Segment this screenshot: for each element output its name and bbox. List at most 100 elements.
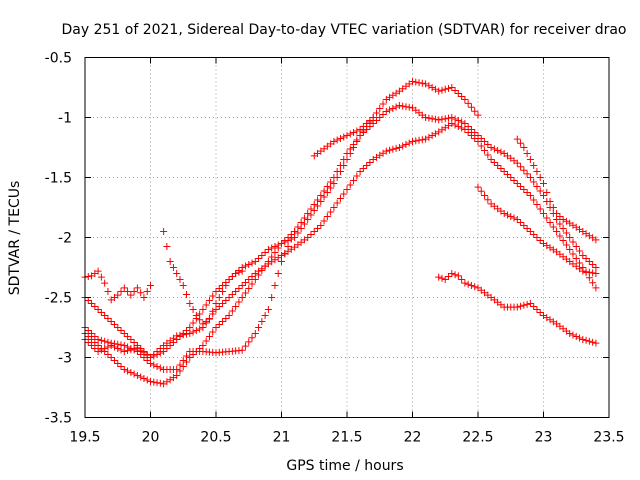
data-point-interp xyxy=(196,325,204,333)
data-point-interp xyxy=(451,271,459,279)
data-point-interp xyxy=(490,159,498,166)
data-point-interp xyxy=(546,219,554,226)
data-point xyxy=(592,284,600,292)
data-point-interp xyxy=(536,237,544,244)
data-point-interp xyxy=(110,321,118,328)
data-point-interp xyxy=(481,138,489,145)
data-point-interp xyxy=(520,166,528,174)
data-point xyxy=(330,204,338,211)
data-point xyxy=(540,180,547,187)
data-point-interp xyxy=(274,270,282,277)
data-point-interp xyxy=(425,82,433,90)
data-point-interp xyxy=(418,136,426,144)
data-point-interp xyxy=(91,303,99,310)
data-point-interp xyxy=(189,306,197,313)
data-point-interp xyxy=(441,85,449,93)
data-point-interp xyxy=(589,338,597,346)
data-point-interp xyxy=(467,132,475,139)
data-point-interp xyxy=(350,129,358,136)
data-point-interp xyxy=(389,105,397,112)
data-point xyxy=(291,234,299,241)
data-point-interp xyxy=(300,220,308,228)
data-point xyxy=(592,236,600,244)
y-tick-label: -2 xyxy=(58,231,72,247)
data-point-interp xyxy=(327,178,335,186)
data-point xyxy=(559,216,567,223)
data-point xyxy=(441,276,449,283)
data-point-interp xyxy=(310,207,318,214)
data-point xyxy=(487,144,495,151)
data-point-interp xyxy=(192,327,200,334)
data-point-interp xyxy=(232,303,240,310)
data-point-interp xyxy=(130,339,138,346)
data-point xyxy=(107,339,115,347)
data-point-interp xyxy=(287,235,295,243)
data-point-interp xyxy=(205,297,213,304)
data-point xyxy=(107,354,115,361)
data-point-interp xyxy=(517,163,525,171)
data-point-interp xyxy=(582,255,590,262)
data-point-interp xyxy=(445,273,453,280)
data-point-interp xyxy=(271,249,279,256)
data-point xyxy=(147,282,154,289)
data-point-interp xyxy=(333,136,341,144)
data-point-interp xyxy=(477,187,485,195)
data-point-interp xyxy=(481,147,489,154)
data-point-interp xyxy=(248,259,256,267)
data-point xyxy=(205,315,213,323)
data-point xyxy=(474,132,482,139)
data-point-interp xyxy=(559,237,567,244)
data-point-interp xyxy=(97,346,105,354)
data-point-interp xyxy=(520,222,528,229)
data-point-interp xyxy=(320,193,328,201)
data-point-interp xyxy=(235,298,243,306)
data-point xyxy=(199,342,207,349)
data-point-interp xyxy=(124,343,132,351)
data-point-interp xyxy=(490,145,498,153)
data-point-interp xyxy=(104,288,112,295)
data-point xyxy=(238,267,246,275)
data-point-interp xyxy=(196,316,204,324)
data-point-interp xyxy=(284,234,292,241)
data-point-interp xyxy=(359,165,367,172)
data-point-interp xyxy=(314,225,322,232)
data-point xyxy=(212,288,220,295)
data-point-interp xyxy=(507,174,515,181)
data-point xyxy=(251,330,259,337)
data-point-interp xyxy=(458,93,466,100)
data-point-interp xyxy=(569,250,577,258)
data-point-interp xyxy=(183,352,191,360)
data-point-interp xyxy=(523,225,531,232)
data-point-interp xyxy=(215,321,223,328)
data-point-interp xyxy=(333,199,341,207)
data-point-interp xyxy=(310,201,318,208)
data-point-interp xyxy=(428,115,436,123)
data-point-interp xyxy=(248,273,256,280)
data-point-interp xyxy=(114,324,122,331)
data-point xyxy=(422,114,430,121)
data-point-interp xyxy=(445,114,453,122)
data-point xyxy=(409,78,416,85)
data-point-interp xyxy=(484,151,492,159)
data-point-interp xyxy=(415,136,423,144)
data-point-interp xyxy=(530,162,538,169)
data-point-interp xyxy=(150,378,158,386)
data-point-interp xyxy=(323,183,331,190)
data-point xyxy=(120,284,128,292)
data-point-interp xyxy=(517,183,525,190)
data-point-interp xyxy=(428,132,436,139)
data-point xyxy=(395,144,403,151)
data-point-interp xyxy=(104,338,112,346)
data-point xyxy=(474,111,482,119)
data-point xyxy=(513,159,521,167)
data-point-interp xyxy=(137,351,145,358)
data-point-interp xyxy=(84,297,92,304)
data-point xyxy=(461,120,469,127)
data-point-interp xyxy=(350,177,358,184)
data-point xyxy=(225,294,233,301)
data-point-interp xyxy=(533,201,541,208)
data-point-interp xyxy=(425,133,433,141)
data-point-interp xyxy=(582,268,590,276)
data-point xyxy=(592,339,600,347)
